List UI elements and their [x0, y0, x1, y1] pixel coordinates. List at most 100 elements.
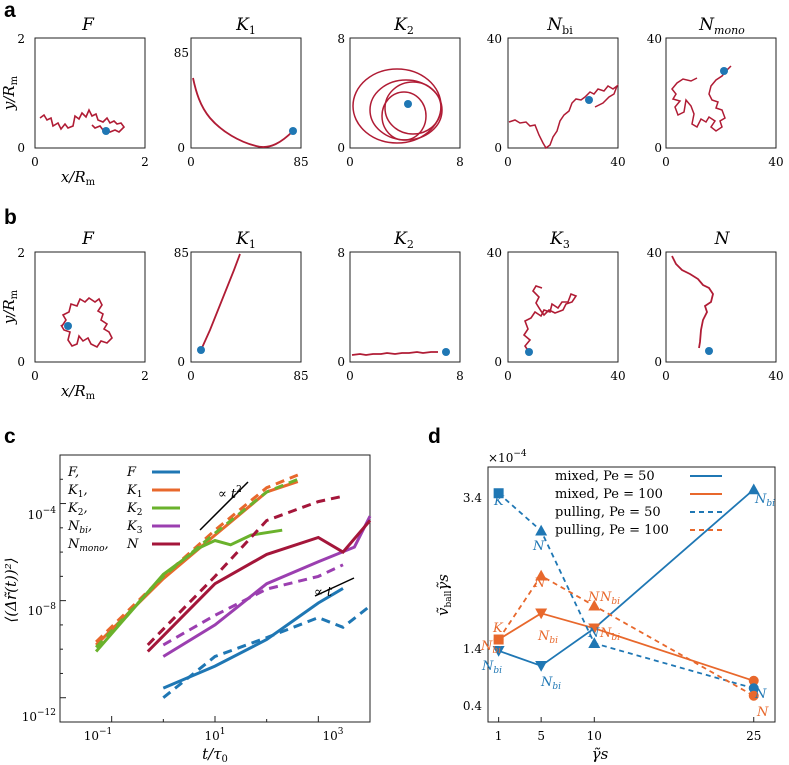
row-a: F 2 0 0 2 x/Rm y/Rm K1 85 0 0 85 K2	[0, 15, 784, 188]
ann-orange-N-10a: N	[587, 590, 600, 605]
row-a-frame-1	[34, 37, 146, 149]
row-b-title-2: K1	[235, 229, 256, 251]
row-b-xmax-3: 8	[456, 369, 464, 383]
legend-right-2: K1	[126, 483, 142, 500]
row-b-dot-4	[525, 348, 533, 356]
row-b-traj-3	[351, 351, 438, 356]
row-b-panel-1: F 2 0 0 2 x/Rm y/Rm	[0, 229, 149, 402]
row-b-panel-2: K1 85 0 0 85	[174, 229, 309, 383]
row-b-frame-3	[349, 251, 461, 363]
row-b-xmax-2: 85	[293, 369, 308, 383]
legend-left-4: Nbi,	[67, 519, 92, 536]
panel-d-xtick-label: 1	[495, 729, 503, 743]
slope-t-line	[314, 577, 355, 597]
row-a-ymax-3: 8	[337, 32, 345, 46]
row-a-dot-5	[720, 67, 728, 75]
row-a-xzero-3: 0	[346, 155, 354, 169]
panel-d-point-4-1	[493, 634, 504, 645]
row-a-yzero-3: 0	[337, 141, 345, 155]
panel-d-frame	[487, 466, 776, 723]
panel-d-series-line-4	[497, 574, 755, 697]
panel-c-xtick-1: 10−1	[84, 727, 113, 743]
panel-d-series	[492, 483, 760, 701]
legend-left-3: K2,	[67, 501, 88, 518]
row-a-title-1: F	[81, 15, 95, 35]
row-b-title-1: F	[81, 229, 95, 249]
row-b-ymax-2: 85	[174, 246, 189, 260]
row-a-traj-1	[39, 108, 126, 133]
panel-c-series-f-dashed	[162, 604, 371, 699]
ann-orange-Nbi-1: Nbi	[480, 639, 501, 656]
row-a-ymax-4: 40	[487, 32, 502, 46]
ann-orange-Nbi-10: Nbi	[599, 590, 620, 607]
panel-label-a: a	[4, 0, 16, 22]
row-b-xlabel: x/Rm	[61, 382, 96, 402]
row-a-frame-5	[665, 37, 777, 149]
ann-blue-Nbi-5: Nbi	[540, 675, 561, 692]
ann-orange-N-5: N	[533, 576, 546, 591]
panel-d-point-2-4	[748, 675, 759, 686]
row-a-xzero-4: 0	[504, 155, 512, 169]
row-a-panel-4: Nbi 40 0 0 40	[487, 15, 626, 169]
row-b-panel-5: N 40 0 0 40	[647, 229, 784, 383]
row-b-ylabel: y/Rm	[0, 289, 20, 325]
row-a-title-5: Nmono	[698, 15, 745, 37]
panel-c-ytick-1: 10−4	[27, 506, 56, 522]
legend-right-3: K2	[126, 501, 142, 518]
row-a-frame-2	[190, 37, 302, 149]
panel-d-point-2-3	[588, 623, 601, 635]
panel-d-multiplier: ×10−4	[488, 449, 527, 465]
ann-blue-N-10: N	[587, 626, 600, 641]
panel-d-legend: mixed, Pe = 50 mixed, Pe = 100 pulling, …	[555, 469, 722, 538]
row-a-traj-2	[192, 77, 294, 148]
panel-c-series-k2-solid	[94, 528, 283, 653]
panel-c-series-n-dashed	[146, 494, 344, 646]
panel-label-d: d	[428, 425, 441, 448]
row-a-panel-5: Nmono 40 0 0 40	[647, 15, 784, 169]
panel-d-ytick-1: 3.4	[463, 491, 482, 505]
panel-c-series-n-solid	[146, 519, 372, 653]
row-a-frame-4	[507, 37, 619, 149]
panel-d-ytick-2: 1.4	[463, 642, 482, 656]
panel-c-series	[94, 473, 372, 699]
row-b-title-5: N	[714, 229, 731, 249]
panel-d-point-3-4	[748, 683, 759, 694]
panel-c-xtick-2: 101	[204, 727, 225, 743]
panel-c-ticks	[59, 478, 371, 722]
panel-d-legend-3: pulling, Pe = 50	[555, 505, 661, 520]
panel-d-point-1-1	[492, 645, 505, 657]
panel-d: ×10−4 3.4 1.4 0.4 1 5 10 25 γ̃s ṽballγ̃s mi…	[434, 449, 776, 763]
panel-d-legend-4: pulling, Pe = 100	[555, 523, 669, 538]
panel-c-series-k2-dashed	[95, 477, 299, 649]
row-a-xmax-2: 85	[293, 155, 308, 169]
row-a-dot-2	[289, 127, 297, 135]
row-a-ymax-2: 85	[174, 46, 189, 60]
row-a-yzero-4: 0	[494, 141, 502, 155]
row-a-xmax-5: 40	[768, 155, 783, 169]
panel-c-legend: F, K1, K2, Nbi, Nmono, F K1 K2 K3 N	[67, 465, 180, 554]
panel-c: 10−4 10−8 10−12 10−1 101 103 t/τ0 ⟨(Δr̃(…	[2, 454, 372, 765]
legend-right-1: F	[126, 465, 137, 480]
row-a-yzero-1: 0	[17, 141, 25, 155]
row-b-frame-4	[507, 251, 619, 363]
row-b-ymax-4: 40	[487, 246, 502, 260]
row-b-ymax-3: 8	[337, 246, 345, 260]
row-b-dot-2	[197, 346, 205, 354]
row-b-traj-5	[671, 255, 714, 349]
row-b-yzero-3: 0	[337, 355, 345, 369]
row-b-xzero-2: 0	[187, 369, 195, 383]
row-b-traj-4	[522, 285, 578, 353]
legend-right-5: N	[126, 537, 139, 552]
row-b-traj-2	[200, 253, 241, 351]
row-a-traj-5	[671, 65, 732, 132]
ann-blue-Nbi-25: Nbi	[754, 492, 775, 509]
panel-d-point-3-3	[588, 637, 601, 649]
panel-d-point-4-2	[535, 569, 548, 581]
row-a-loop-3	[384, 81, 442, 135]
row-b-xzero-4: 0	[504, 369, 512, 383]
row-a-title-4: Nbi	[546, 15, 573, 37]
row-b-xzero-1: 0	[31, 369, 39, 383]
panel-d-point-4-4	[748, 690, 759, 701]
row-b-panel-3: K2 8 0 0 8	[337, 229, 463, 383]
